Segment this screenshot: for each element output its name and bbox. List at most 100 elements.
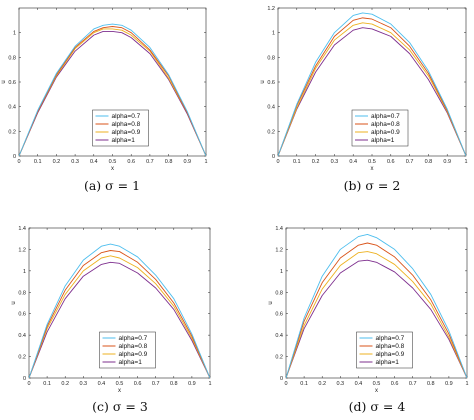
series-line-alpha-0-8: [18, 26, 207, 157]
series-line-alpha-0-9: [285, 251, 468, 379]
y-axis-label: u: [1, 80, 7, 83]
legend-entry: alpha=0.7: [112, 113, 141, 120]
y-tick-label: 0.8: [8, 55, 16, 61]
series-line-alpha-1: [277, 27, 467, 157]
x-tick-label: 0.9: [183, 159, 191, 165]
x-tick-label: 0.1: [300, 381, 308, 387]
x-tick-label: 0.2: [312, 159, 320, 165]
legend-entry: alpha=1: [112, 137, 136, 144]
x-tick-label: 0.3: [331, 159, 339, 165]
x-tick-label: 0.9: [443, 159, 451, 165]
subfigure-caption: (a) σ = 1: [84, 178, 140, 193]
legend-entry: alpha=0.9: [371, 129, 400, 136]
x-tick-label: 0.4: [98, 381, 106, 387]
y-tick-label: 0: [280, 376, 283, 382]
legend-entry: alpha=0.7: [119, 335, 148, 342]
y-tick-label: 1: [280, 269, 283, 275]
x-tick-label: 0.8: [165, 159, 173, 165]
legend-entry: alpha=0.9: [119, 351, 148, 358]
y-axis-label: u: [260, 80, 266, 83]
y-tick-label: 0.6: [267, 80, 275, 86]
y-axis-label: u: [268, 301, 274, 304]
subfigure-caption: (d) σ = 4: [349, 399, 406, 414]
y-tick-label: 1.2: [275, 247, 283, 253]
y-tick-label: 0.8: [18, 290, 26, 296]
y-tick-label: 1.4: [275, 226, 283, 232]
y-tick-label: 1.4: [18, 226, 26, 232]
x-tick-label: 0.2: [53, 159, 61, 165]
y-tick-label: 0.2: [8, 129, 16, 135]
series-line-alpha-0-7: [277, 12, 467, 157]
x-tick-label: 0.1: [34, 159, 42, 165]
x-tick-label: 0.3: [79, 381, 87, 387]
y-tick-label: 0.2: [267, 129, 275, 135]
legend-entry: alpha=0.8: [371, 121, 400, 128]
x-tick-label: 0: [284, 381, 287, 387]
legend-entry: alpha=0.7: [371, 113, 400, 120]
y-tick-label: 0.2: [275, 355, 283, 361]
y-tick-label: 1: [272, 31, 275, 37]
x-tick-label: 0.6: [387, 159, 395, 165]
x-tick-label: 0.2: [61, 381, 69, 387]
x-tick-label: 0.7: [409, 381, 417, 387]
y-tick-label: 0.4: [267, 105, 275, 111]
legend-entry: alpha=0.8: [119, 343, 148, 350]
x-tick-label: 0.1: [293, 159, 301, 165]
x-tick-label: 0.6: [127, 159, 135, 165]
subfigure-caption: (b) σ = 2: [344, 178, 401, 193]
y-tick-label: 0: [13, 154, 16, 160]
y-tick-label: 0.2: [18, 355, 26, 361]
chart-panel-3: 0 0.1 0.2 0.3 0.4 0.5 0.6 0.7 0.8 0.9 1 0 0.2 0.4 0.6 0…: [11, 226, 212, 414]
chart-panel-2: 0 0.1 0.2 0.3 0.4 0.5 0.6 0.7 0.8 0.9 1 0 0.2 0.4 0.6 0…: [260, 6, 468, 193]
x-tick-label: 0.5: [373, 381, 381, 387]
x-tick-label: 1: [204, 159, 207, 165]
y-tick-label: 0.6: [18, 312, 26, 318]
x-tick-label: 0.7: [146, 159, 154, 165]
x-tick-label: 0: [17, 159, 20, 165]
x-tick-label: 1: [208, 381, 211, 387]
series-line-alpha-1: [18, 30, 207, 157]
x-tick-label: 0.5: [109, 159, 117, 165]
x-tick-label: 0.3: [336, 381, 344, 387]
y-axis-label: u: [11, 301, 17, 304]
x-tick-label: 0.9: [188, 381, 196, 387]
y-tick-label: 0.6: [275, 312, 283, 318]
x-tick-label: 0.9: [445, 381, 453, 387]
series-line-alpha-0-9: [277, 22, 467, 157]
x-tick-label: 0.7: [152, 381, 160, 387]
legend-entry: alpha=0.8: [112, 121, 141, 128]
y-tick-label: 1: [13, 31, 16, 37]
y-tick-label: 0.8: [267, 55, 275, 61]
series-line-alpha-0-7: [285, 233, 468, 379]
x-axis-label: x: [371, 166, 374, 172]
x-tick-label: 1: [465, 381, 468, 387]
legend-entry: alpha=1: [371, 137, 395, 144]
chart-panel-4: 0 0.1 0.2 0.3 0.4 0.5 0.6 0.7 0.8 0.9 1 0 0.2 0.4 0.6 0…: [268, 226, 469, 414]
series-line-alpha-1: [28, 261, 211, 379]
y-tick-label: 0.8: [275, 290, 283, 296]
series-line-alpha-0-9: [28, 255, 211, 379]
series-line-alpha-1: [285, 259, 468, 379]
series-line-alpha-0-8: [285, 242, 468, 379]
x-tick-label: 0.8: [425, 159, 433, 165]
y-tick-label: 0.4: [275, 333, 283, 339]
x-tick-label: 0.8: [170, 381, 178, 387]
x-tick-label: 0.7: [406, 159, 414, 165]
y-tick-label: 0.4: [8, 105, 16, 111]
x-tick-label: 0.2: [318, 381, 326, 387]
x-tick-label: 0.6: [134, 381, 142, 387]
legend-entry: alpha=1: [376, 359, 400, 366]
x-axis-label: x: [118, 388, 121, 394]
x-tick-label: 0.6: [391, 381, 399, 387]
x-tick-label: 0.5: [116, 381, 124, 387]
x-tick-label: 0.4: [349, 159, 357, 165]
y-tick-label: 1.2: [18, 247, 26, 253]
x-tick-label: 0: [27, 381, 30, 387]
subfigure-caption: (c) σ = 3: [92, 399, 148, 414]
x-tick-label: 0.4: [90, 159, 98, 165]
series-line-alpha-0-7: [18, 23, 207, 157]
y-tick-label: 0.6: [8, 80, 16, 86]
